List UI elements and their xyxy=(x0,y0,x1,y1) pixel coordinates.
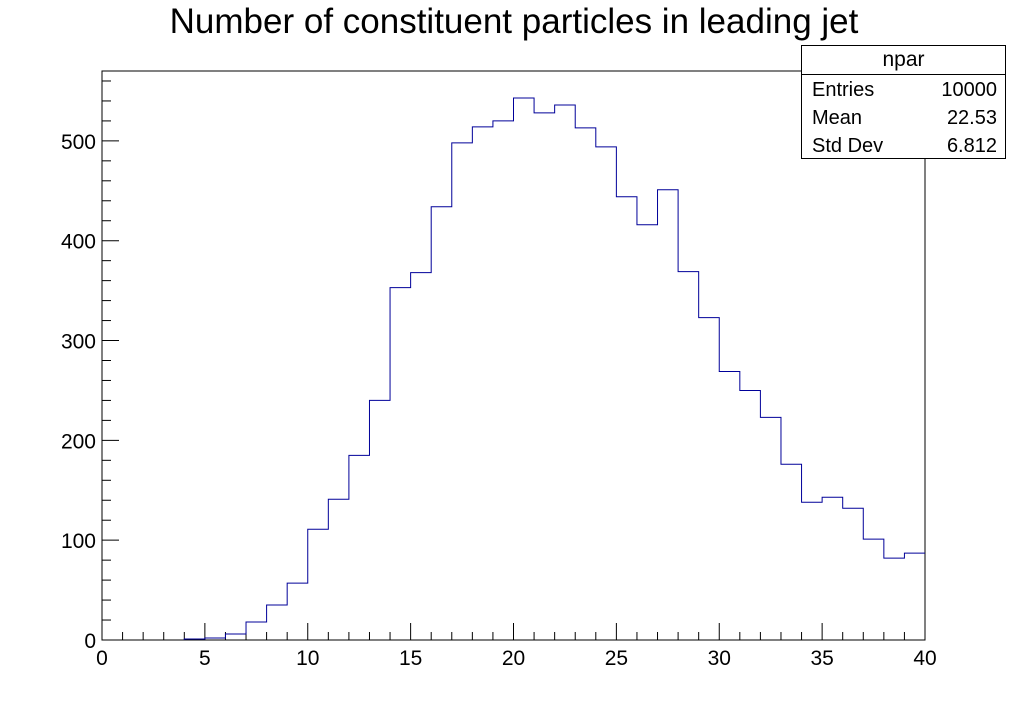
y-tick-label: 400 xyxy=(61,231,96,254)
y-tick-label: 500 xyxy=(61,131,96,154)
stats-row-stddev: Std Dev 6.812 xyxy=(802,131,1005,159)
stats-label: Entries xyxy=(812,79,875,101)
y-tick-label: 200 xyxy=(61,430,96,453)
x-tick-label: 30 xyxy=(708,647,731,670)
x-tick-label: 0 xyxy=(96,647,108,670)
stats-row-entries: Entries 10000 xyxy=(802,75,1005,103)
x-tick-label: 20 xyxy=(502,647,525,670)
stats-value: 10000 xyxy=(941,79,997,101)
stats-title: npar xyxy=(802,46,1005,75)
x-tick-label: 10 xyxy=(296,647,319,670)
y-axis: 0 100 200 300 400 500 xyxy=(61,80,119,653)
y-tick-label: 300 xyxy=(61,331,96,354)
stats-label: Std Dev xyxy=(812,135,884,157)
x-tick-label: 25 xyxy=(605,647,628,670)
x-axis: 0 5 10 15 20 25 30 35 40 xyxy=(96,623,937,670)
stats-box: npar Entries 10000 Mean 22.53 Std Dev 6.… xyxy=(801,45,1006,159)
chart-title: Number of constituent particles in leadi… xyxy=(169,2,859,41)
stats-label: Mean xyxy=(812,107,863,129)
x-tick-label: 35 xyxy=(810,647,833,670)
histogram-series xyxy=(183,97,925,640)
stats-row-mean: Mean 22.53 xyxy=(802,103,1005,131)
x-tick-label: 15 xyxy=(399,647,422,670)
y-tick-label: 100 xyxy=(61,530,96,553)
stats-value: 6.812 xyxy=(946,135,997,157)
x-tick-label: 40 xyxy=(913,647,936,670)
x-tick-label: 5 xyxy=(199,647,211,670)
y-tick-label: 0 xyxy=(84,630,96,653)
stats-value: 22.53 xyxy=(946,107,997,129)
